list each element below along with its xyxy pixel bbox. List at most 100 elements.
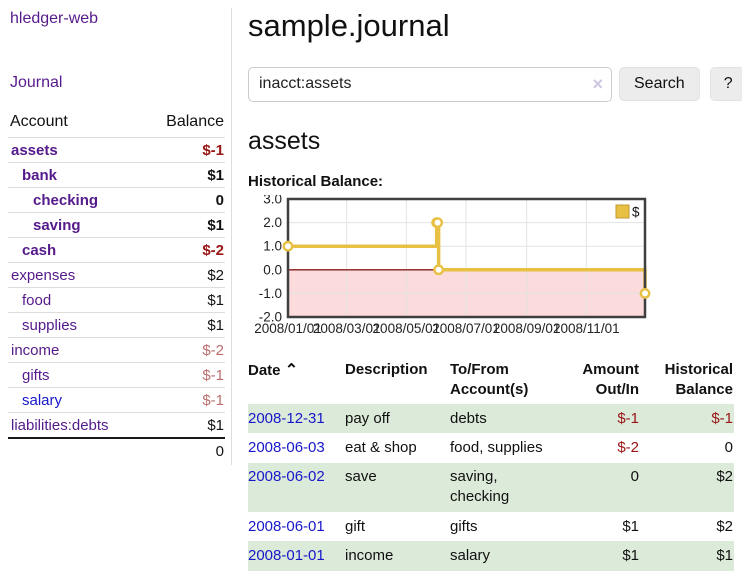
- register-header-accounts: To/From Account(s): [450, 360, 529, 398]
- register-row: 2008-12-31 pay off debts $-1 $-1: [248, 404, 734, 434]
- sidebar: hledger-web Journal Account Balance asse…: [8, 8, 232, 465]
- account-heading: assets: [248, 126, 321, 155]
- account-row: bank $1: [8, 162, 225, 188]
- account-balance: $2: [143, 262, 225, 288]
- register-row: 2008-06-02 save saving, checking 0 $2: [248, 462, 734, 513]
- account-row: income $-2: [8, 337, 225, 363]
- account-row: supplies $1: [8, 312, 225, 338]
- page-title: sample.journal: [248, 8, 450, 43]
- transaction-amount: $-2: [617, 438, 639, 456]
- accounts-total-spacer: [8, 437, 144, 463]
- svg-text:2008/05/01: 2008/05/01: [373, 321, 441, 336]
- search-input-wrap: ×: [248, 66, 612, 102]
- transaction-accounts: saving, checking: [450, 468, 510, 506]
- svg-text:2008/07/01: 2008/07/01: [432, 321, 500, 336]
- svg-text:2.0: 2.0: [263, 215, 282, 230]
- svg-text:2008/03/01: 2008/03/01: [313, 321, 381, 336]
- sidebar-account-liabilities-debts[interactable]: liabilities:debts: [11, 416, 109, 434]
- svg-text:2008/11/01: 2008/11/01: [553, 321, 620, 336]
- account-balance: $-2: [143, 337, 225, 363]
- account-balance: $-1: [143, 137, 225, 163]
- account-balance: 0: [143, 187, 225, 213]
- transaction-description: income: [345, 546, 394, 564]
- account-balance: $-1: [143, 362, 225, 388]
- sidebar-account-assets[interactable]: assets: [11, 141, 58, 159]
- account-balance: $-2: [143, 237, 225, 263]
- sidebar-account-income[interactable]: income: [11, 341, 60, 359]
- transaction-amount: $1: [622, 546, 639, 564]
- svg-text:-1.0: -1.0: [259, 286, 282, 301]
- svg-text:1.0: 1.0: [263, 238, 282, 253]
- transaction-accounts: debts: [450, 409, 487, 427]
- sidebar-account-bank[interactable]: bank: [22, 166, 58, 184]
- transaction-amount: 0: [630, 468, 639, 486]
- account-row: food $1: [8, 287, 225, 313]
- sidebar-account-gifts[interactable]: gifts: [22, 366, 50, 384]
- transaction-date-link[interactable]: 2008-06-03: [248, 438, 325, 456]
- transaction-description: gift: [345, 517, 366, 535]
- sidebar-account-saving[interactable]: saving: [33, 216, 81, 234]
- sort-ascending-icon: ⌃: [284, 361, 299, 379]
- transaction-balance: $1: [716, 546, 733, 564]
- transaction-description: save: [345, 468, 377, 486]
- svg-text:2008/09/01: 2008/09/01: [493, 321, 561, 336]
- transaction-date-link[interactable]: 2008-12-31: [248, 409, 325, 427]
- transaction-date-link[interactable]: 2008-06-01: [248, 517, 325, 535]
- sidebar-account-salary[interactable]: salary: [22, 391, 63, 409]
- accounts-header-balance: Balance: [166, 113, 224, 130]
- register-row: 2008-01-01 income salary $1 $1: [248, 541, 734, 571]
- search-form: × Search ?: [248, 66, 742, 102]
- account-row: expenses $2: [8, 262, 225, 288]
- transaction-date-link[interactable]: 2008-06-02: [248, 468, 325, 486]
- account-balance: $1: [143, 412, 225, 438]
- account-balance: $1: [143, 162, 225, 188]
- transaction-accounts: food, supplies: [450, 438, 543, 456]
- accounts-header-account: Account: [10, 113, 68, 130]
- accounts-tbody: assets $-1 bank $1 checking 0 saving $1 cash $-2 e…: [8, 137, 225, 438]
- transaction-date-link[interactable]: 2008-01-01: [248, 546, 325, 564]
- account-balance: $1: [143, 287, 225, 313]
- main-content: sample.journal × Search ? assets Histori…: [232, 8, 742, 571]
- search-input[interactable]: [248, 66, 612, 102]
- account-row: salary $-1: [8, 387, 225, 413]
- svg-text:0.0: 0.0: [263, 262, 282, 277]
- svg-text:$: $: [632, 204, 640, 219]
- register-header-balance: Historical Balance: [664, 360, 733, 398]
- help-button[interactable]: ?: [709, 67, 742, 102]
- account-row: liabilities:debts $1: [8, 412, 225, 438]
- sidebar-item-journal[interactable]: Journal: [10, 74, 63, 91]
- register-header-row: Date ⌃ Description To/From Account(s) Amo…: [248, 358, 734, 405]
- account-row: saving $1: [8, 212, 225, 238]
- svg-text:3.0: 3.0: [263, 195, 282, 207]
- account-row: assets $-1: [8, 137, 225, 163]
- register-row: 2008-06-03 eat & shop food, supplies $-2 0: [248, 433, 734, 462]
- register-table: Date ⌃ Description To/From Account(s) Amo…: [248, 358, 734, 571]
- account-balance: $1: [143, 312, 225, 338]
- accounts-total-row: 0: [8, 437, 225, 463]
- app-brand-link[interactable]: hledger-web: [10, 10, 99, 27]
- register-row: 2008-06-01 gift gifts $1 $2: [248, 512, 734, 541]
- svg-text:2008/01/01: 2008/01/01: [254, 321, 322, 336]
- account-row: cash $-2: [8, 237, 225, 263]
- transaction-balance: $2: [716, 517, 733, 535]
- account-balance: $-1: [143, 387, 225, 413]
- register-tbody: 2008-12-31 pay off debts $-1 $-1 2008-06-03 ea…: [248, 404, 734, 571]
- register-header-amount: Amount Out/In: [582, 360, 639, 398]
- account-balance: $1: [143, 212, 225, 238]
- search-button[interactable]: Search: [619, 67, 700, 102]
- clear-search-icon[interactable]: ×: [592, 73, 603, 94]
- sidebar-account-checking[interactable]: checking: [33, 191, 99, 209]
- transaction-amount: $1: [622, 517, 639, 535]
- transaction-balance: $2: [716, 468, 733, 486]
- balance-chart: 3.0 2.0 1.0 0.0 -1.0 -2.02008/01/012008/03/01…: [254, 191, 651, 336]
- transaction-balance: 0: [724, 438, 733, 456]
- transaction-amount: $-1: [617, 409, 639, 427]
- sidebar-account-supplies[interactable]: supplies: [22, 316, 78, 334]
- sidebar-account-expenses[interactable]: expenses: [11, 266, 76, 284]
- sidebar-account-cash[interactable]: cash: [22, 241, 57, 259]
- sidebar-account-food[interactable]: food: [22, 291, 52, 309]
- accounts-total-value: 0: [143, 437, 225, 463]
- account-row: gifts $-1: [8, 362, 225, 388]
- accounts-table: Account Balance assets $-1 bank $1 checking 0…: [8, 111, 225, 463]
